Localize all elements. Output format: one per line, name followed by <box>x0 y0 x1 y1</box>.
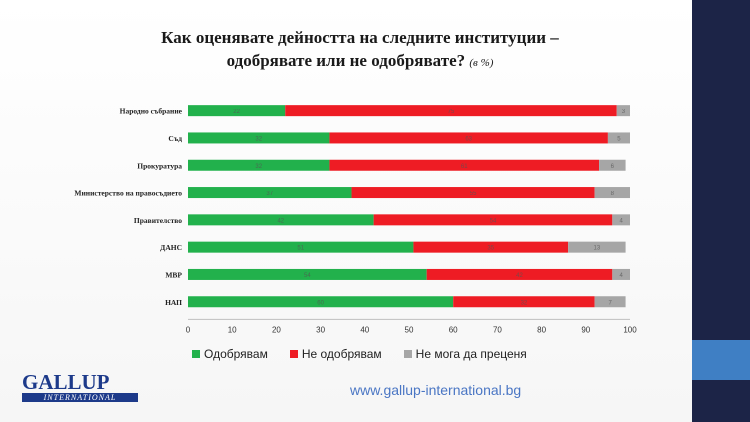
data-label: 37 <box>266 191 273 197</box>
bar-approve <box>188 268 427 280</box>
sidebar-accent <box>692 340 750 380</box>
bar-disapprove <box>413 241 569 253</box>
data-label: 6 <box>611 164 615 170</box>
data-label: 54 <box>490 218 497 224</box>
data-label: 42 <box>516 273 523 279</box>
x-tick-label: 0 <box>186 325 191 334</box>
x-tick-label: 20 <box>272 325 281 334</box>
category-label: ДАНС <box>160 243 182 252</box>
website-url[interactable]: www.gallup-international.bg <box>350 382 522 398</box>
bar-undecided <box>612 214 630 226</box>
x-tick-label: 60 <box>449 325 458 334</box>
legend-item: Одобрявам <box>192 347 268 361</box>
logo-main-text: GALLUP <box>22 370 110 394</box>
category-label: МВР <box>165 270 182 279</box>
bar-undecided <box>568 241 626 253</box>
legend-label: Одобрявам <box>204 347 268 361</box>
legend-swatch <box>403 350 412 358</box>
gallup-logo: GALLUP INTERNATIONAL <box>22 372 138 402</box>
title-note: (в %) <box>469 57 494 69</box>
bar-approve <box>188 159 330 171</box>
data-label: 60 <box>317 300 324 306</box>
chart-legend: Одобрявам Не одобрявам Не мога да преценя <box>192 347 592 361</box>
bar-approve <box>188 214 374 226</box>
data-label: 75 <box>448 109 455 115</box>
bar-disapprove <box>285 105 617 117</box>
data-label: 55 <box>470 191 477 197</box>
logo-sub-text: INTERNATIONAL <box>22 393 138 402</box>
data-label: 13 <box>594 246 601 252</box>
legend-item: Не одобрявам <box>289 347 382 361</box>
bar-disapprove <box>373 214 613 226</box>
bar-disapprove <box>453 296 595 308</box>
title-line-1: Как оценявате дейността на следните инст… <box>161 28 559 47</box>
data-label: 3 <box>622 109 626 115</box>
bar-disapprove <box>329 159 600 171</box>
legend-swatch <box>289 350 298 358</box>
x-tick-label: 80 <box>537 325 546 334</box>
legend-swatch <box>192 350 200 358</box>
x-tick-label: 40 <box>360 325 369 334</box>
data-label: 42 <box>277 218 284 224</box>
data-label: 4 <box>619 273 623 279</box>
x-tick-label: 10 <box>228 325 237 334</box>
data-label: 51 <box>297 246 304 252</box>
category-label: Правителство <box>134 216 182 225</box>
x-tick-label: 70 <box>493 325 502 334</box>
x-tick-label: 30 <box>316 325 325 334</box>
data-label: 22 <box>233 109 240 115</box>
bar-approve <box>188 296 454 308</box>
data-label: 8 <box>611 191 615 197</box>
data-label: 61 <box>461 164 468 170</box>
data-label: 54 <box>304 273 311 279</box>
bar-disapprove <box>329 132 608 144</box>
category-label: Прокуратура <box>137 161 182 170</box>
bar-approve <box>188 187 352 199</box>
bar-undecided <box>607 132 630 144</box>
title-line-2: одобрявате или не одобрявате? (в %) <box>60 49 660 75</box>
bar-undecided <box>612 268 630 280</box>
legend-label: Не одобрявам <box>301 347 382 361</box>
legend-label: Не мога да преценя <box>415 347 527 361</box>
data-label: 32 <box>255 136 262 142</box>
category-label: Съд <box>168 134 182 143</box>
bar-undecided <box>599 159 626 171</box>
data-label: 7 <box>608 300 612 306</box>
data-label: 4 <box>619 218 623 224</box>
legend-item: Не мога да преценя <box>403 347 527 361</box>
data-label: 32 <box>521 300 528 306</box>
bar-disapprove <box>426 268 613 280</box>
bar-disapprove <box>351 187 595 199</box>
bar-approve <box>188 132 330 144</box>
data-label: 35 <box>487 246 494 252</box>
bar-approve <box>188 241 414 253</box>
data-label: 5 <box>617 136 621 142</box>
category-label: Народно събрание <box>120 107 183 116</box>
bar-undecided <box>594 296 626 308</box>
title-line-2-text: одобрявате или не одобрявате? <box>226 51 466 70</box>
slide-background <box>0 0 692 422</box>
x-tick-label: 50 <box>405 325 414 334</box>
bar-undecided <box>616 105 630 117</box>
category-label: Министерство на правосъдието <box>74 189 182 198</box>
bar-undecided <box>594 187 630 199</box>
x-tick-label: 90 <box>581 325 590 334</box>
chart-title: Как оценявате дейността на следните инст… <box>60 26 660 75</box>
bar-approve <box>188 105 286 117</box>
x-tick-label: 100 <box>623 325 637 334</box>
data-label: 63 <box>465 136 472 142</box>
data-label: 32 <box>255 164 262 170</box>
category-label: НАП <box>165 298 182 307</box>
